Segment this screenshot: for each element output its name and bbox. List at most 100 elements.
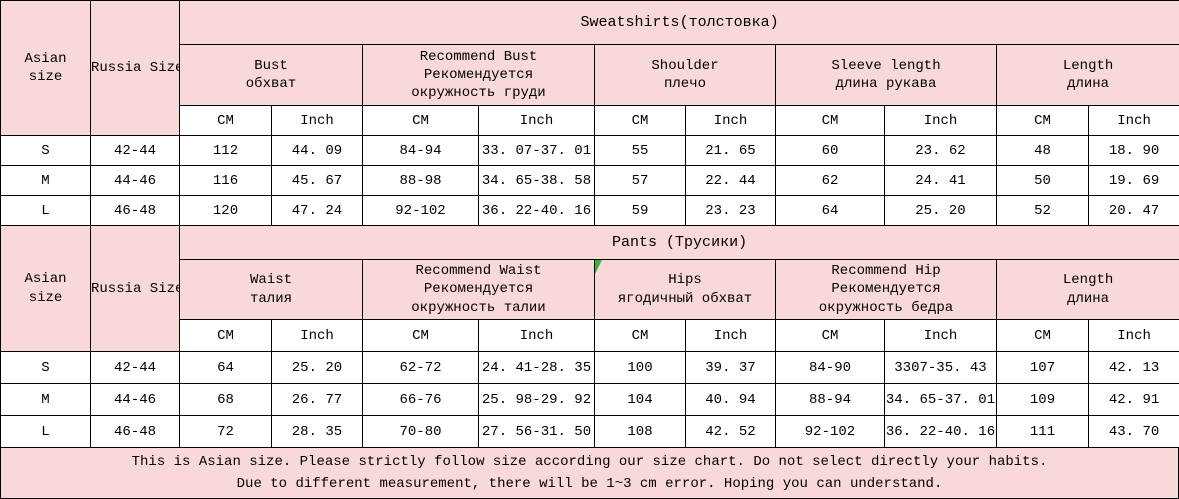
unit-inch-header: Inch bbox=[272, 106, 363, 136]
column-header-length: Length длина bbox=[997, 45, 1179, 106]
table-cell: 60 bbox=[776, 136, 885, 166]
table-cell: 40. 94 bbox=[686, 384, 776, 416]
footer-note: This is Asian size. Please strictly foll… bbox=[0, 448, 1179, 499]
table-cell: 36. 22-40. 16 bbox=[885, 416, 997, 448]
unit-cm-header: CM bbox=[180, 320, 272, 352]
footer-line-2: Due to different measurement, there will… bbox=[1, 474, 1178, 496]
table-row: Asian size Russia Size Pants (Трусики) bbox=[1, 226, 1179, 260]
table-cell: 57 bbox=[595, 166, 686, 196]
table-cell: 116 bbox=[180, 166, 272, 196]
table-row: M 44-46 68 26. 77 66-76 25. 98-29. 92 10… bbox=[1, 384, 1179, 416]
size-cell: M bbox=[1, 384, 91, 416]
table-cell: 112 bbox=[180, 136, 272, 166]
table-cell: 62-72 bbox=[363, 352, 479, 384]
table-cell: 21. 65 bbox=[686, 136, 776, 166]
unit-inch-header: Inch bbox=[479, 106, 595, 136]
russia-size-header: Russia Size bbox=[91, 1, 180, 136]
table-cell: 43. 70 bbox=[1089, 416, 1179, 448]
section-title-pants: Pants (Трусики) bbox=[180, 226, 1179, 260]
table-row: L 46-48 72 28. 35 70-80 27. 56-31. 50 10… bbox=[1, 416, 1179, 448]
size-cell: M bbox=[1, 166, 91, 196]
table-cell: 44. 09 bbox=[272, 136, 363, 166]
column-header-recommend-hip: Recommend Hip Рекомендуется окружность б… bbox=[776, 260, 997, 320]
table-row: S 42-44 112 44. 09 84-94 33. 07-37. 01 5… bbox=[1, 136, 1179, 166]
table-cell: 72 bbox=[180, 416, 272, 448]
table-cell: 27. 56-31. 50 bbox=[479, 416, 595, 448]
table-cell: 92-102 bbox=[363, 196, 479, 226]
russia-cell: 42-44 bbox=[91, 352, 180, 384]
column-header-recommend-bust: Recommend Bust Рекомендуется окружность … bbox=[363, 45, 595, 106]
russia-cell: 46-48 bbox=[91, 416, 180, 448]
column-header-bust: Bust обхват bbox=[180, 45, 363, 106]
table-cell: 28. 35 bbox=[272, 416, 363, 448]
table-cell: 23. 62 bbox=[885, 136, 997, 166]
table-cell: 68 bbox=[180, 384, 272, 416]
size-cell: S bbox=[1, 352, 91, 384]
unit-cm-header: CM bbox=[363, 106, 479, 136]
russia-cell: 46-48 bbox=[91, 196, 180, 226]
table-row: L 46-48 120 47. 24 92-102 36. 22-40. 16 … bbox=[1, 196, 1179, 226]
table-cell: 19. 69 bbox=[1089, 166, 1179, 196]
table-cell: 66-76 bbox=[363, 384, 479, 416]
table-cell: 62 bbox=[776, 166, 885, 196]
table-cell: 100 bbox=[595, 352, 686, 384]
table-cell: 42. 91 bbox=[1089, 384, 1179, 416]
unit-cm-header: CM bbox=[180, 106, 272, 136]
table-cell: 20. 47 bbox=[1089, 196, 1179, 226]
table-cell: 48 bbox=[997, 136, 1089, 166]
footer-line-1: This is Asian size. Please strictly foll… bbox=[1, 452, 1178, 474]
size-table: Asian size Russia Size Sweatshirts(толст… bbox=[0, 0, 1179, 448]
unit-inch-header: Inch bbox=[686, 320, 776, 352]
asian-size-header: Asian size bbox=[1, 226, 91, 352]
table-cell: 33. 07-37. 01 bbox=[479, 136, 595, 166]
table-cell: 34. 65-37. 01 bbox=[885, 384, 997, 416]
table-cell: 22. 44 bbox=[686, 166, 776, 196]
unit-cm-header: CM bbox=[776, 106, 885, 136]
table-cell: 55 bbox=[595, 136, 686, 166]
column-header-length: Length длина bbox=[997, 260, 1179, 320]
table-cell: 25. 20 bbox=[885, 196, 997, 226]
table-cell: 3307-35. 43 bbox=[885, 352, 997, 384]
sweatshirts-section: Asian size Russia Size Sweatshirts(толст… bbox=[1, 1, 1179, 226]
unit-inch-header: Inch bbox=[885, 320, 997, 352]
table-cell: 45. 67 bbox=[272, 166, 363, 196]
unit-cm-header: CM bbox=[595, 106, 686, 136]
unit-cm-header: CM bbox=[997, 320, 1089, 352]
table-cell: 24. 41-28. 35 bbox=[479, 352, 595, 384]
table-cell: 59 bbox=[595, 196, 686, 226]
table-cell: 70-80 bbox=[363, 416, 479, 448]
table-cell: 47. 24 bbox=[272, 196, 363, 226]
unit-cm-header: CM bbox=[595, 320, 686, 352]
russia-cell: 44-46 bbox=[91, 166, 180, 196]
unit-inch-header: Inch bbox=[1089, 320, 1179, 352]
size-cell: L bbox=[1, 196, 91, 226]
table-cell: 111 bbox=[997, 416, 1089, 448]
unit-inch-header: Inch bbox=[479, 320, 595, 352]
size-cell: S bbox=[1, 136, 91, 166]
size-cell: L bbox=[1, 416, 91, 448]
table-cell: 24. 41 bbox=[885, 166, 997, 196]
column-header-sleeve-length: Sleeve length длина рукава bbox=[776, 45, 997, 106]
table-cell: 34. 65-38. 58 bbox=[479, 166, 595, 196]
table-cell: 18. 90 bbox=[1089, 136, 1179, 166]
table-cell: 23. 23 bbox=[686, 196, 776, 226]
table-cell: 25. 20 bbox=[272, 352, 363, 384]
column-header-shoulder: Shoulder плечо bbox=[595, 45, 776, 106]
table-cell: 88-94 bbox=[776, 384, 885, 416]
unit-inch-header: Inch bbox=[272, 320, 363, 352]
table-row: Asian size Russia Size Sweatshirts(толст… bbox=[1, 1, 1179, 45]
unit-cm-header: CM bbox=[997, 106, 1089, 136]
unit-inch-header: Inch bbox=[686, 106, 776, 136]
table-cell: 104 bbox=[595, 384, 686, 416]
table-cell: 39. 37 bbox=[686, 352, 776, 384]
table-row: S 42-44 64 25. 20 62-72 24. 41-28. 35 10… bbox=[1, 352, 1179, 384]
table-cell: 88-98 bbox=[363, 166, 479, 196]
table-cell: 92-102 bbox=[776, 416, 885, 448]
table-cell: 36. 22-40. 16 bbox=[479, 196, 595, 226]
unit-inch-header: Inch bbox=[885, 106, 997, 136]
russia-size-header: Russia Size bbox=[91, 226, 180, 352]
table-cell: 84-90 bbox=[776, 352, 885, 384]
column-header-recommend-waist: Recommend Waist Рекомендуется окружность… bbox=[363, 260, 595, 320]
table-cell: 120 bbox=[180, 196, 272, 226]
